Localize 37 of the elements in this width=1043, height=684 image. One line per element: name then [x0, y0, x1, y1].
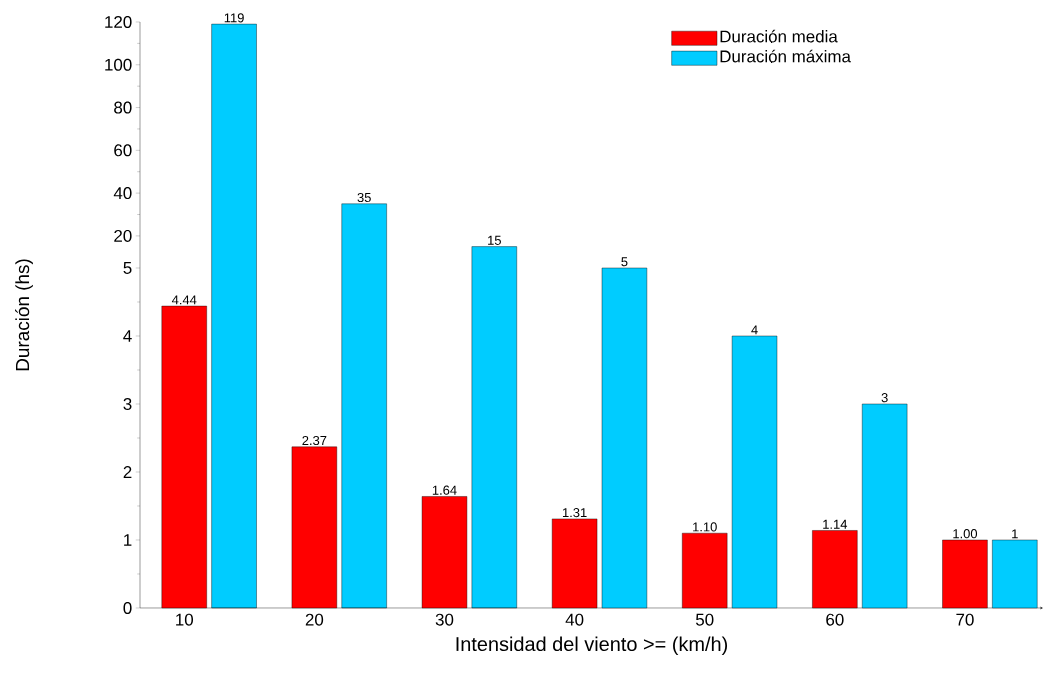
y-tick-label: 20 — [114, 229, 132, 242]
y-tick-label: 120 — [105, 15, 132, 28]
data-label: 119 — [224, 13, 244, 23]
y-tick-label: 100 — [105, 58, 132, 71]
y-tick-label: 2 — [123, 466, 132, 478]
y-tick-label: 3 — [123, 397, 132, 410]
data-label: 1.00 — [953, 529, 978, 539]
y-tick-label: 4 — [123, 330, 132, 342]
data-label: 1.14 — [823, 519, 848, 529]
y-tick-label: 80 — [114, 101, 132, 114]
y-tick-label: 40 — [113, 187, 132, 200]
y-axis-title: Duración (hs) — [15, 259, 33, 371]
data-label: 1.10 — [693, 522, 717, 532]
x-tick-label: 70 — [956, 613, 974, 626]
y-tick-label: 60 — [114, 144, 132, 157]
data-label: 1.64 — [432, 485, 457, 495]
data-label: 1.31 — [562, 508, 587, 518]
x-tick-label: 10 — [176, 613, 194, 626]
x-tick-label: 30 — [435, 613, 454, 626]
legend-label: Duración media — [720, 29, 838, 43]
data-label: 35 — [357, 192, 371, 203]
data-label: 15 — [488, 235, 501, 245]
x-axis-title: Intensidad del viento >= (km/h) — [456, 636, 728, 656]
x-tick-label: 40 — [565, 613, 584, 626]
y-tick-label: 0 — [123, 601, 132, 614]
y-tick-label: 5 — [123, 262, 132, 274]
x-tick-label: 20 — [305, 613, 324, 626]
x-tick-label: 60 — [826, 613, 844, 626]
data-label: 4 — [751, 325, 758, 335]
x-tick-label: 50 — [695, 613, 714, 626]
data-label: 4.44 — [171, 295, 197, 305]
legend-label: Duración máxima — [720, 49, 851, 63]
y-tick-label: 1 — [124, 534, 132, 546]
data-label: 2.37 — [302, 435, 327, 446]
data-label: 1 — [1012, 529, 1018, 539]
data-label: 5 — [621, 257, 628, 267]
data-label: 3 — [881, 393, 888, 403]
